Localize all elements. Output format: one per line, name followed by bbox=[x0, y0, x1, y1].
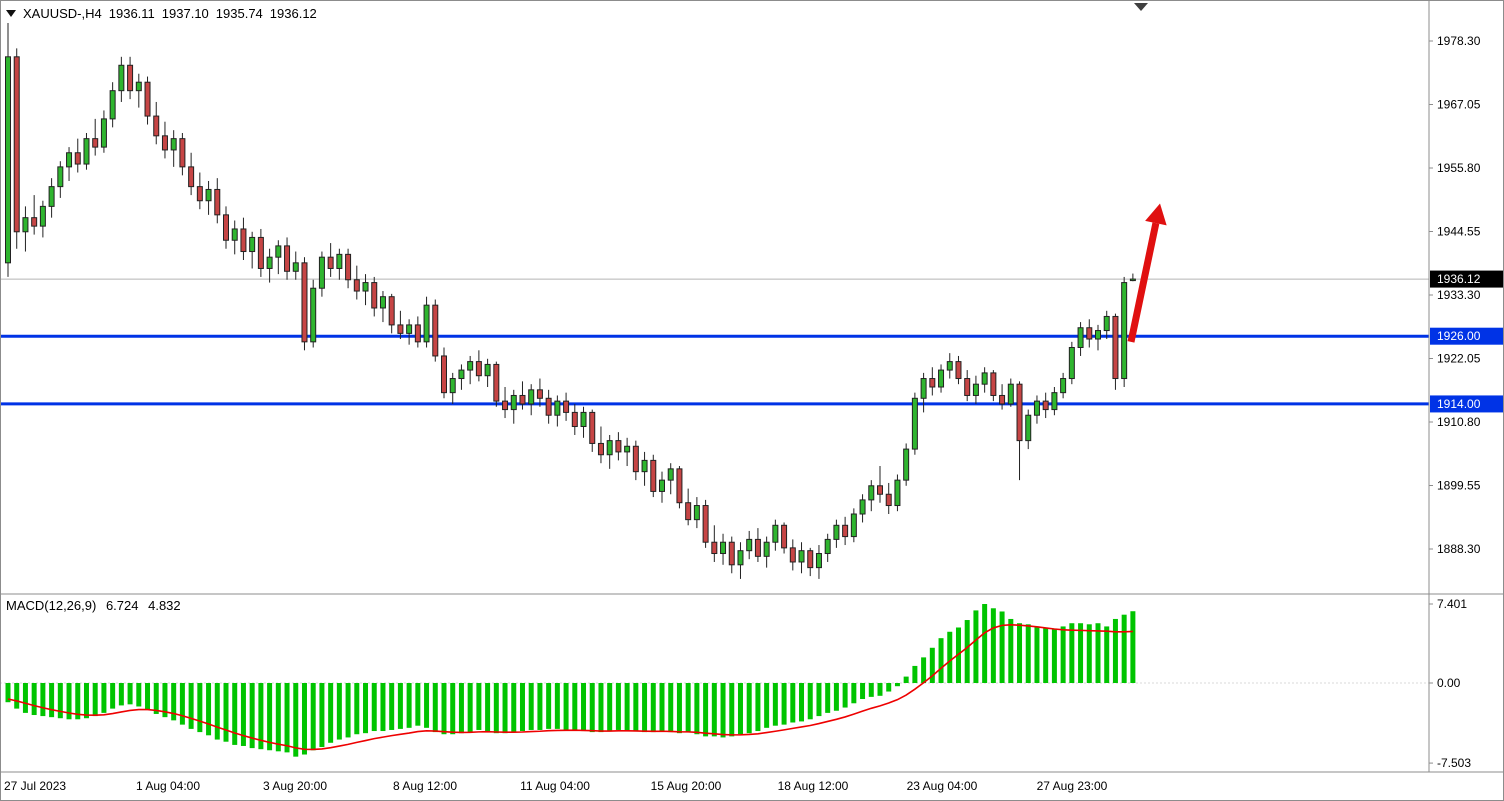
price-axis: 1978.30 1967.05 1955.80 1944.55 1933.30 1922.… bbox=[1429, 34, 1481, 556]
time-axis-label: 23 Aug 04:00 bbox=[907, 779, 978, 793]
up-arrow-head[interactable] bbox=[1145, 203, 1167, 226]
macd-histogram bbox=[5, 604, 1136, 757]
price-axis-badges: 1936.12 1926.00 1914.00 bbox=[1430, 270, 1503, 413]
header-open-value: 1936.11 bbox=[108, 6, 155, 21]
svg-text:1967.05: 1967.05 bbox=[1437, 97, 1481, 111]
svg-text:1910.80: 1910.80 bbox=[1437, 415, 1481, 429]
header-close-value: 1936.12 bbox=[269, 6, 317, 21]
svg-text:-7.503: -7.503 bbox=[1437, 756, 1471, 770]
macd-axis: 7.401 0.00 -7.503 bbox=[1429, 597, 1471, 770]
time-axis-label: 18 Aug 12:00 bbox=[778, 779, 849, 793]
time-axis-label: 1 Aug 04:00 bbox=[136, 779, 200, 793]
svg-text:1899.55: 1899.55 bbox=[1437, 478, 1481, 492]
svg-text:1926.00: 1926.00 bbox=[1437, 329, 1481, 343]
svg-text:7.401: 7.401 bbox=[1437, 597, 1467, 611]
svg-text:1944.55: 1944.55 bbox=[1437, 224, 1481, 238]
time-axis-label: 15 Aug 20:00 bbox=[651, 779, 722, 793]
svg-text:1955.80: 1955.80 bbox=[1437, 161, 1481, 175]
svg-text:1936.12: 1936.12 bbox=[1437, 272, 1481, 286]
time-axis-label: 27 Jul 2023 bbox=[4, 779, 66, 793]
candles-layer bbox=[5, 22, 1136, 579]
macd-main-value: 6.724 bbox=[105, 598, 139, 613]
time-axis-label: 3 Aug 20:00 bbox=[263, 779, 327, 793]
time-axis-label: 8 Aug 12:00 bbox=[393, 779, 457, 793]
macd-name: MACD(12,26,9) bbox=[6, 598, 97, 613]
chart-shift-marker-icon[interactable] bbox=[1134, 3, 1148, 11]
svg-text:0.00: 0.00 bbox=[1437, 676, 1461, 690]
time-axis-label: 11 Aug 04:00 bbox=[520, 779, 590, 793]
ohlc-header: XAUUSD-,H4 1936.11 1937.10 1935.74 1936.… bbox=[6, 6, 324, 21]
time-axis-label: 27 Aug 23:00 bbox=[1037, 779, 1108, 793]
svg-text:1888.30: 1888.30 bbox=[1437, 542, 1481, 556]
macd-signal-value: 4.832 bbox=[148, 598, 181, 613]
time-axis: 27 Jul 2023 1 Aug 04:00 3 Aug 20:00 8 Aug 1… bbox=[4, 779, 1108, 793]
macd-signal-line bbox=[7, 624, 1133, 751]
svg-text:1978.30: 1978.30 bbox=[1437, 34, 1481, 48]
macd-indicator-label: MACD(12,26,9) 6.724 4.832 bbox=[6, 598, 187, 613]
header-symbol: XAUUSD-,H4 bbox=[23, 6, 102, 21]
svg-text:1914.00: 1914.00 bbox=[1437, 397, 1481, 411]
header-high-value: 1937.10 bbox=[161, 6, 209, 21]
header-low-value: 1935.74 bbox=[215, 6, 263, 21]
up-arrow-shaft[interactable] bbox=[1127, 222, 1160, 343]
svg-text:1922.05: 1922.05 bbox=[1437, 351, 1481, 365]
symbol-dropdown-icon[interactable] bbox=[6, 10, 16, 17]
svg-text:1933.30: 1933.30 bbox=[1437, 288, 1481, 302]
